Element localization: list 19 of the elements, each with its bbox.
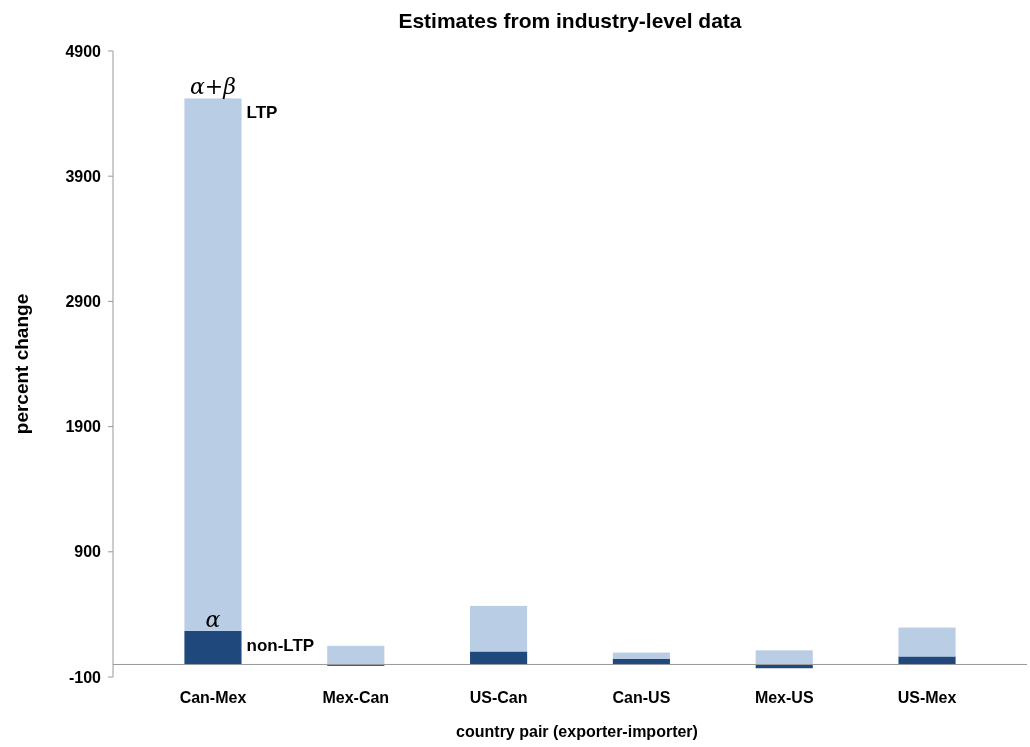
y-tick-label: -100 bbox=[68, 668, 102, 686]
y-axis-title: percent change bbox=[11, 293, 32, 435]
annotation: LTP bbox=[246, 103, 278, 123]
x-tick-label: Can-US bbox=[612, 689, 671, 706]
annotation: non-LTP bbox=[246, 635, 315, 655]
x-axis-title: country pair (exporter-importer) bbox=[456, 723, 698, 740]
chart-title: Estimates from industry-level data bbox=[398, 9, 742, 32]
y-tick-label: 2900 bbox=[65, 293, 102, 310]
x-tick-label: US-Mex bbox=[897, 689, 957, 706]
y-tick-label: 900 bbox=[74, 543, 102, 561]
x-tick-label: Mex-US bbox=[754, 689, 814, 706]
y-tick-label: 1900 bbox=[65, 418, 102, 436]
y-tick-label: 3900 bbox=[65, 167, 102, 185]
annotation: α+β bbox=[189, 74, 236, 100]
x-tick-label: Mex-Can bbox=[322, 689, 390, 706]
x-tick-label: Can-Mex bbox=[179, 689, 247, 706]
annotation: α bbox=[205, 606, 221, 632]
x-tick-label: US-Can bbox=[469, 689, 528, 706]
y-tick-label: 4900 bbox=[65, 42, 102, 60]
